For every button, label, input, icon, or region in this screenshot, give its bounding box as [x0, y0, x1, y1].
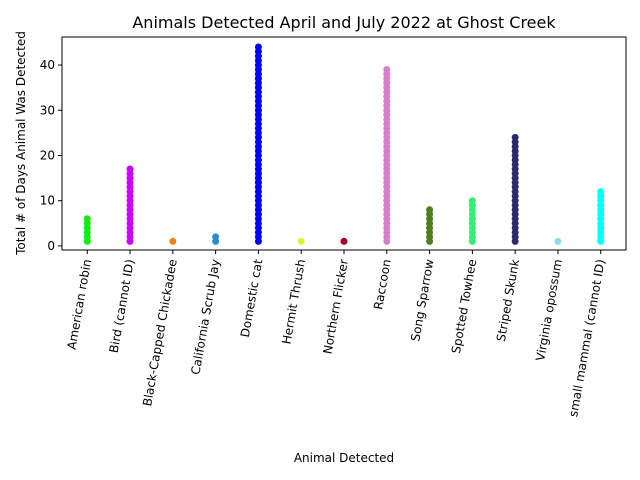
x-axis-label: Animal Detected — [294, 451, 394, 465]
x-tick-label: Song Sparrow — [408, 258, 436, 342]
point — [212, 233, 220, 241]
x-tick-label: California Scrub Jay — [188, 258, 222, 376]
y-tick-label: 20 — [40, 148, 55, 162]
point — [468, 197, 476, 205]
point — [254, 43, 262, 51]
chart-title: Animals Detected April and July 2022 at … — [132, 13, 556, 32]
x-tick-label: Virginia opossum — [533, 258, 565, 362]
y-tick-label: 0 — [47, 239, 55, 253]
x-tick-label: Raccoon — [371, 258, 394, 311]
x-tick-label: Domestic cat — [238, 258, 266, 339]
point — [126, 165, 134, 173]
point — [83, 215, 91, 223]
point — [554, 237, 562, 245]
x-tick-label: Striped Skunk — [494, 258, 522, 343]
y-tick-label: 40 — [40, 58, 55, 72]
x-tick-label: small mammal (cannot ID) — [566, 258, 608, 418]
y-tick-label: 10 — [40, 194, 55, 208]
point — [511, 133, 519, 141]
point — [340, 237, 348, 245]
x-tick-label: Bird (cannot ID) — [107, 258, 137, 354]
point — [597, 188, 605, 196]
y-axis-label: Total # of Days Animal Was Detected — [14, 31, 28, 256]
point — [297, 237, 305, 245]
point — [169, 237, 177, 245]
x-tick-label: Black-Capped Chickadee — [140, 258, 180, 407]
x-tick-label: Hermit Thrush — [279, 258, 308, 345]
x-tick-label: Northern Flicker — [320, 258, 350, 355]
x-tick-label: Spotted Towhee — [449, 258, 479, 355]
x-tick-label: American robin — [65, 258, 95, 351]
plot-frame — [61, 36, 627, 251]
point — [383, 66, 391, 74]
point — [426, 206, 434, 214]
y-tick-label: 30 — [40, 103, 55, 117]
